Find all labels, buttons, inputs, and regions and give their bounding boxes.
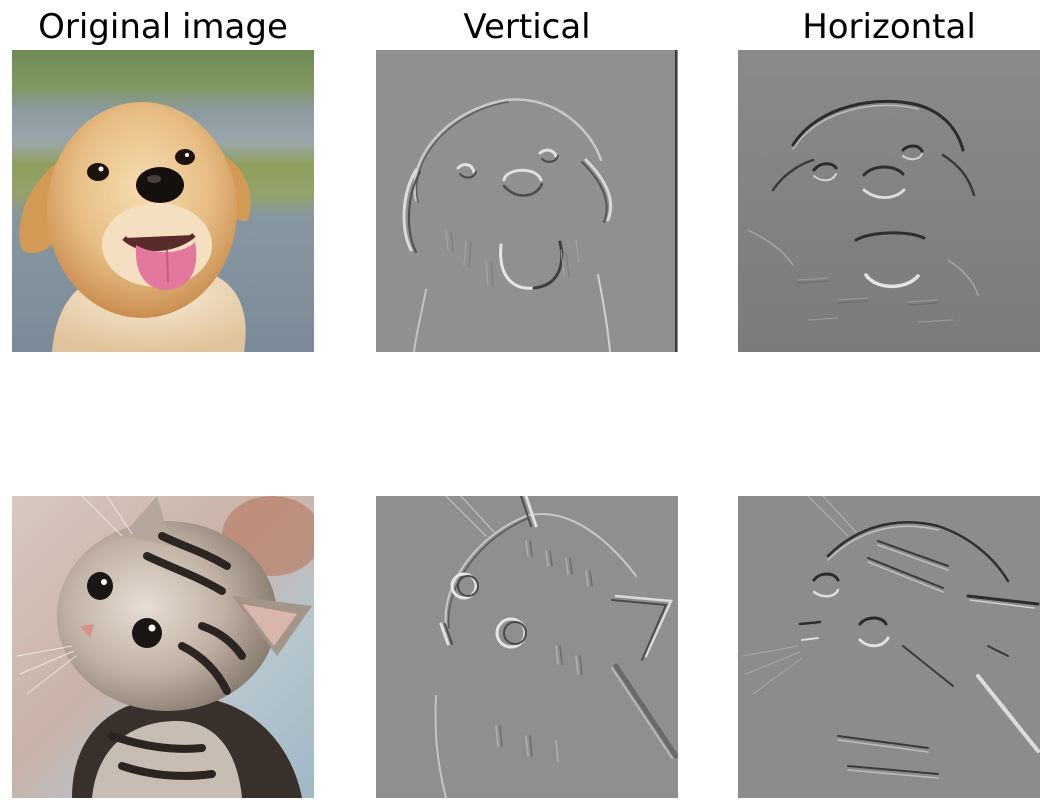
kitten-horizontal-filter-image [738,496,1040,798]
puppy-original-image [12,50,314,352]
kitten-original-image [12,496,314,798]
column-title-horizontal: Horizontal [738,6,1040,48]
kitten-vertical-filter-image [376,496,678,798]
puppy-horizontal-filter-image [738,50,1040,352]
column-title-vertical: Vertical [376,6,678,48]
column-title-original: Original image [12,6,314,48]
puppy-vertical-filter-image [376,50,678,352]
